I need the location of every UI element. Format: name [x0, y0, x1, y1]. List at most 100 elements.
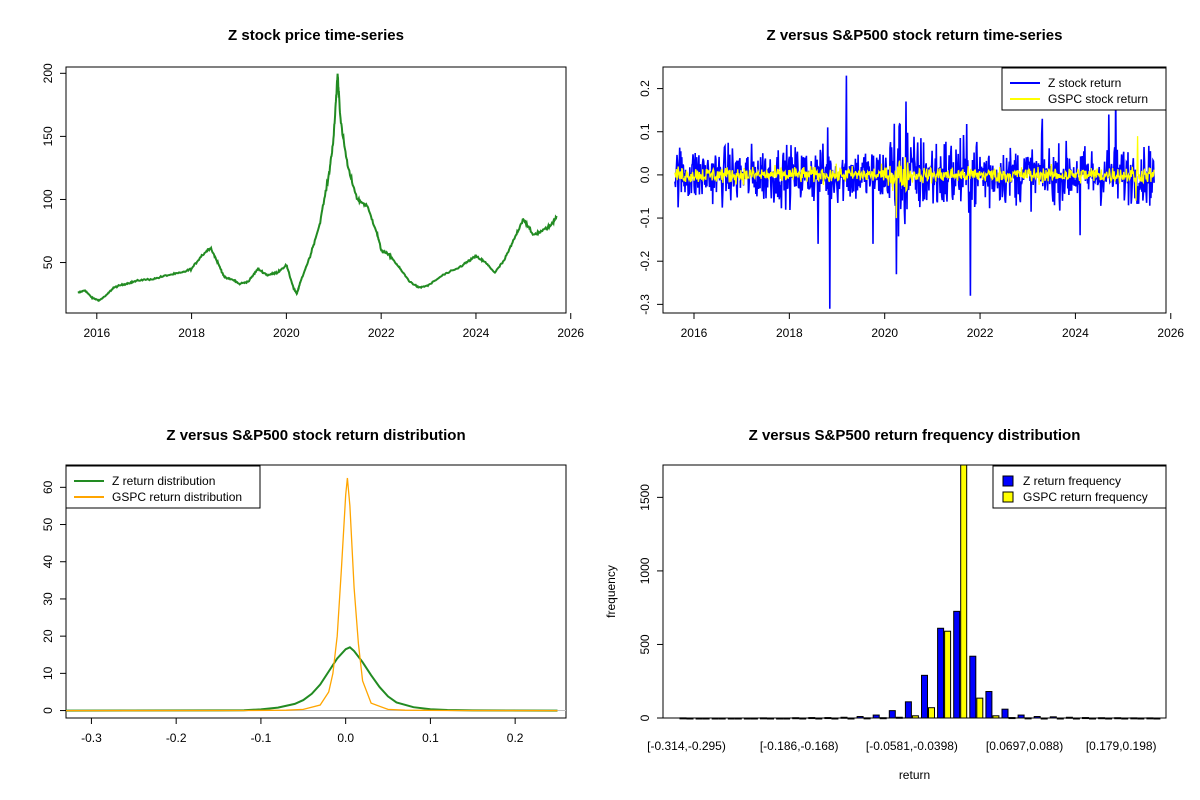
gspc-frequency-bar [799, 717, 807, 720]
x-tick-label: -0.3 [81, 731, 102, 745]
z-frequency-bar [985, 691, 993, 719]
z-frequency-bar [760, 717, 767, 720]
z-frequency-bar [792, 717, 800, 720]
z-frequency-bar [1130, 717, 1138, 720]
z-frequency-bar [937, 627, 945, 719]
z-frequency-bar [1033, 716, 1041, 719]
y-tick-label: 10 [41, 666, 55, 680]
gspc-frequency-bar [1056, 717, 1064, 720]
z-frequency-bar [840, 716, 848, 719]
y-tick-label: -0.3 [638, 294, 652, 315]
legend-label: GSPC return distribution [112, 490, 242, 504]
z-frequency-bar [776, 717, 784, 720]
gspc-frequency-bar [895, 716, 903, 719]
y-tick-label: 100 [41, 189, 55, 209]
x-tick-label: 2026 [557, 326, 584, 340]
plot-frame [662, 66, 1167, 314]
x-tick-label: 0.0 [337, 731, 354, 745]
gspc-frequency-bar [863, 717, 871, 720]
x-tick-label: 0.1 [422, 731, 439, 745]
z-density-line [65, 646, 558, 712]
z-frequency-bar [1098, 717, 1106, 720]
y-tick-label: -0.1 [638, 207, 652, 228]
gspc-return-line [674, 136, 1155, 219]
x-tick-label: 2016 [681, 326, 708, 340]
y-axis-label: frequency [604, 565, 618, 618]
gspc-frequency-bar [1089, 717, 1096, 720]
x-tick-label: 0.2 [507, 731, 524, 745]
z-frequency-bar [1049, 716, 1057, 719]
x-tick-label: 2022 [368, 326, 395, 340]
gspc-frequency-bar [1153, 717, 1161, 720]
x-tick-label: [0.179,0.198) [1086, 739, 1157, 753]
gspc-frequency-bar [750, 717, 758, 720]
x-tick-label: -0.2 [166, 731, 187, 745]
x-tick-label: 2020 [273, 326, 300, 340]
y-tick-label: 0.0 [638, 166, 652, 183]
z-frequency-bar [1146, 717, 1154, 720]
gspc-frequency-bar [1024, 717, 1032, 720]
z-frequency-bar [888, 710, 896, 719]
y-tick-label: 1500 [638, 484, 652, 511]
gspc-frequency-bar [944, 630, 952, 719]
z-frequency-bar [679, 717, 687, 720]
gspc-frequency-bar [1105, 717, 1113, 720]
return-frequency-panel: Z versus S&P500 return frequency distrib… [604, 427, 1167, 782]
y-tick-label: 150 [41, 126, 55, 146]
gspc-frequency-bar [1008, 717, 1016, 720]
gspc-frequency-bar [911, 715, 919, 719]
y-tick-label: 500 [638, 634, 652, 654]
y-tick-label: 60 [41, 480, 55, 494]
return-distribution-panel: Z versus S&P500 stock return distributio… [41, 427, 567, 745]
y-tick-label: 50 [41, 256, 55, 270]
x-tick-label: 2018 [178, 326, 205, 340]
legend-label: Z stock return [1048, 76, 1121, 90]
x-tick-label: [0.0697,0.088) [986, 739, 1063, 753]
chart-title: Z stock price time-series [228, 27, 404, 44]
y-tick-label: 0.1 [638, 123, 652, 140]
y-tick-label: 0.2 [638, 80, 652, 97]
z-frequency-bar [727, 717, 735, 720]
gspc-frequency-bar [734, 717, 742, 720]
z-frequency-bar [1065, 716, 1073, 719]
y-tick-label: 0 [638, 714, 652, 721]
z-frequency-bar [711, 717, 719, 720]
gspc-frequency-bar [718, 717, 726, 720]
gspc-frequency-bar [686, 717, 694, 720]
z-frequency-bar [824, 717, 832, 720]
y-tick-label: 50 [41, 518, 55, 532]
gspc-frequency-bar [767, 717, 774, 720]
z-frequency-bar [872, 714, 880, 719]
x-axis-label: return [899, 768, 930, 782]
z-frequency-bar [1114, 717, 1122, 720]
x-tick-label: 2024 [463, 326, 490, 340]
legend-swatch [1002, 475, 1014, 487]
gspc-frequency-bar [960, 464, 968, 719]
gspc-frequency-bar [831, 717, 839, 720]
gspc-frequency-bar [847, 717, 855, 720]
gspc-frequency-bar [992, 715, 1000, 719]
legend-label: Z return frequency [1023, 474, 1121, 488]
x-tick-label: [-0.314,-0.295) [647, 739, 726, 753]
y-tick-label: -0.2 [638, 251, 652, 272]
x-tick-label: 2022 [967, 326, 994, 340]
z-frequency-bar [969, 655, 977, 719]
z-frequency-bar [1001, 708, 1009, 719]
z-frequency-bar [921, 674, 928, 719]
x-tick-label: 2016 [83, 326, 110, 340]
gspc-frequency-bar [976, 697, 984, 719]
plot-frame [65, 66, 567, 314]
legend-box [65, 465, 261, 509]
price-line [77, 73, 558, 303]
x-tick-label: [-0.186,-0.168) [760, 739, 839, 753]
x-tick-label: 2018 [776, 326, 803, 340]
chart-title: Z versus S&P500 stock return time-series [767, 27, 1063, 44]
legend-swatch [1002, 491, 1014, 503]
z-frequency-bar [695, 717, 703, 720]
y-tick-label: 20 [41, 629, 55, 643]
legend-box [992, 465, 1167, 509]
gspc-frequency-bar [702, 717, 710, 720]
gspc-frequency-bar [1137, 717, 1145, 720]
y-tick-label: 30 [41, 592, 55, 606]
